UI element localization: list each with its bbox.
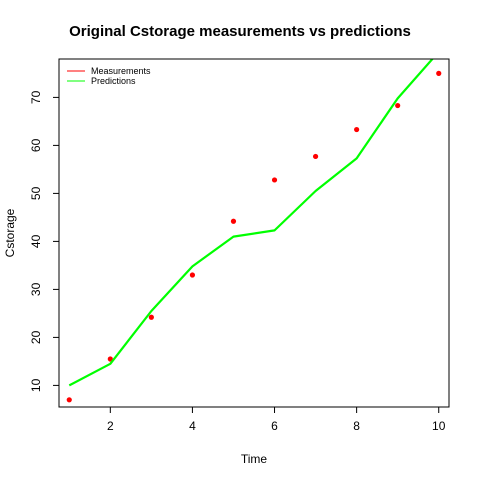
x-tick-label: 10 bbox=[432, 419, 446, 433]
data-point-measurements bbox=[395, 102, 401, 109]
x-tick-label: 6 bbox=[271, 419, 278, 433]
data-point-measurements bbox=[271, 177, 278, 183]
plot-area bbox=[66, 59, 442, 403]
legend-label-measurements: Measurements bbox=[91, 66, 151, 76]
y-tick-label: 70 bbox=[29, 90, 43, 104]
x-tick-label: 8 bbox=[353, 419, 360, 433]
y-tick-label: 10 bbox=[29, 378, 43, 392]
y-tick-label: 40 bbox=[29, 234, 43, 248]
data-point-measurements bbox=[354, 126, 360, 133]
y-tick-label: 50 bbox=[29, 186, 43, 200]
y-tick-label: 20 bbox=[29, 330, 43, 344]
x-axis-label: Time bbox=[241, 452, 268, 466]
x-tick-label: 4 bbox=[189, 419, 196, 433]
series-line-predictions bbox=[68, 59, 434, 387]
axes: 2 4 6 8 10 10 20 30 40 50 60 70 bbox=[29, 58, 450, 433]
plot-frame bbox=[58, 58, 450, 408]
chart-title: Original Cstorage measurements vs predic… bbox=[69, 23, 411, 40]
data-point-measurements bbox=[230, 218, 237, 224]
data-point-measurements bbox=[107, 356, 113, 362]
data-point-measurements bbox=[189, 272, 196, 278]
data-point-measurements bbox=[436, 70, 442, 76]
y-tick-label: 60 bbox=[29, 138, 43, 152]
y-axis-label: Cstorage bbox=[3, 208, 17, 257]
data-point-measurements bbox=[312, 153, 319, 160]
data-point-measurements bbox=[148, 314, 154, 320]
legend-label-predictions: Predictions bbox=[91, 76, 136, 86]
data-point-measurements bbox=[66, 397, 72, 403]
y-tick-label: 30 bbox=[29, 282, 43, 296]
x-tick-label: 2 bbox=[107, 419, 114, 433]
